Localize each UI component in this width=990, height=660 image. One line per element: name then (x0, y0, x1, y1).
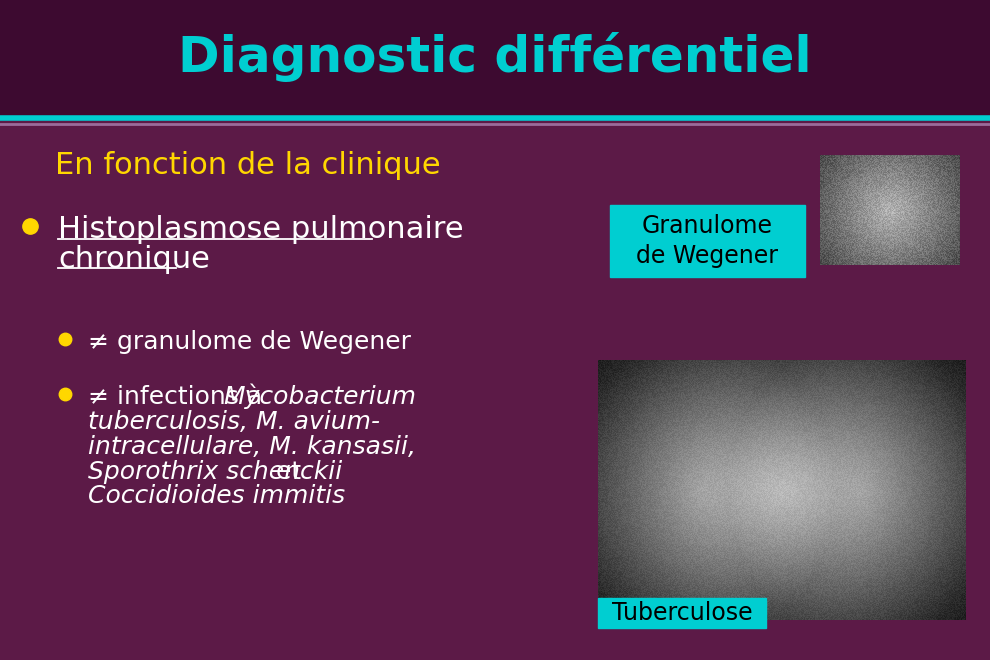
Text: intracellulare, M. kansasii,: intracellulare, M. kansasii, (88, 435, 416, 459)
Text: Coccidioides immitis: Coccidioides immitis (88, 484, 346, 508)
Text: ≠ infections à: ≠ infections à (88, 385, 270, 409)
Text: Diagnostic différentiel: Diagnostic différentiel (178, 32, 812, 82)
Bar (610, 205, 805, 277)
Text: et: et (268, 459, 301, 484)
Text: Granulome
de Wegener: Granulome de Wegener (637, 214, 778, 268)
Text: En fonction de la clinique: En fonction de la clinique (55, 150, 441, 180)
Text: Mycobacterium: Mycobacterium (223, 385, 416, 409)
Text: Sporothrix schenckii: Sporothrix schenckii (88, 459, 343, 484)
Bar (598, 598, 766, 628)
Text: ≠ granulome de Wegener: ≠ granulome de Wegener (88, 330, 411, 354)
Bar (0, 0, 990, 115)
Text: tuberculosis, M. avium-: tuberculosis, M. avium- (88, 410, 380, 434)
Text: chronique: chronique (58, 245, 210, 274)
Text: Histoplasmose pulmonaire: Histoplasmose pulmonaire (58, 215, 463, 244)
Text: Tuberculose: Tuberculose (612, 601, 752, 625)
